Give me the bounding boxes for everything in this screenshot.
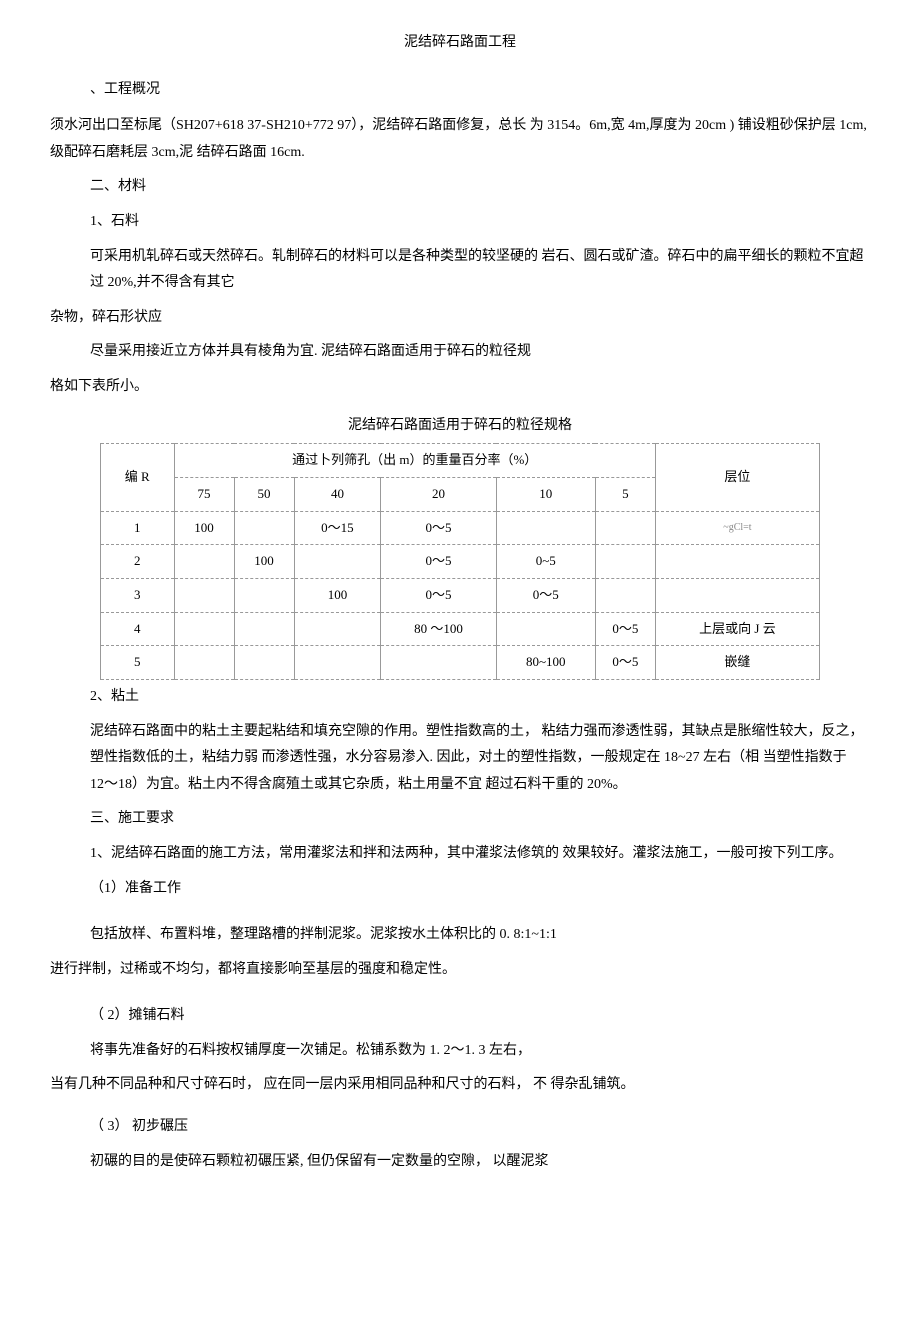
section-3-sub3-p1: 初碾的目的是使碎石颗粒初碾压紧, 但仍保留有一定数量的空隙， 以醒泥浆	[90, 1149, 870, 1176]
table-cell	[234, 612, 294, 646]
table-cell: 0〜5	[595, 612, 655, 646]
section-3-p1: 1、泥结碎石路面的施工方法，常用灌浆法和拌和法两种，其中灌浆法修筑的 效果较好。…	[90, 841, 870, 868]
table-cell	[496, 511, 595, 545]
table-cell	[174, 545, 234, 579]
table-cell: 100	[294, 578, 381, 612]
table-cell: 100	[234, 545, 294, 579]
table-header-span: 通过卜列筛孔（出 m）的重量百分率（%）	[174, 444, 655, 478]
table-size-75: 75	[174, 477, 234, 511]
table-cell	[234, 511, 294, 545]
table-cell: 5	[101, 646, 175, 680]
table-cell: 0~5	[496, 545, 595, 579]
table-cell	[595, 545, 655, 579]
section-2-sub2: 2、粘土	[90, 684, 870, 711]
table-cell: 80 〜100	[381, 612, 496, 646]
table-cell	[496, 612, 595, 646]
section-1-heading: 、工程概况	[90, 77, 870, 104]
table-cell: 上层或向 J 云	[655, 612, 819, 646]
table-cell: ~gCl=t	[655, 511, 819, 545]
section-2-p2: 杂物，碎石形状应	[50, 305, 870, 332]
section-3-sub2-p2: 当有几种不同品种和尺寸碎石时， 应在同一层内采用相同品种和尺寸的石料， 不 得杂…	[50, 1072, 870, 1099]
table-cell	[174, 612, 234, 646]
section-2-p3: 尽量采用接近立方体并具有棱角为宜. 泥结碎石路面适用于碎石的粒径规	[90, 339, 870, 366]
section-2-sub2-p1: 泥结碎石路面中的粘土主要起粘结和填充空隙的作用。塑性指数高的土， 粘结力强而渗透…	[90, 719, 870, 799]
table-size-20: 20	[381, 477, 496, 511]
table-size-10: 10	[496, 477, 595, 511]
section-3-sub1: （1）准备工作	[90, 876, 870, 903]
table-size-40: 40	[294, 477, 381, 511]
section-2-p4: 格如下表所小。	[50, 374, 870, 401]
table-header-layer: 层位	[655, 444, 819, 511]
table-header-col1: 编 R	[101, 444, 175, 511]
table-cell: 100	[174, 511, 234, 545]
table-size-50: 50	[234, 477, 294, 511]
section-2-heading: 二、材料	[90, 174, 870, 201]
section-1-paragraph: 须水河出口至标尾（SH207+618 37-SH210+772 97），泥结碎石…	[50, 113, 870, 166]
section-3-sub1-p1: 包括放样、布置料堆，整理路槽的拌制泥浆。泥浆按水土体积比的 0. 8:1~1:1	[90, 922, 870, 949]
table-cell: 2	[101, 545, 175, 579]
table-cell	[174, 646, 234, 680]
table-cell: 0〜5	[595, 646, 655, 680]
table-cell: 3	[101, 578, 175, 612]
table-row: 5 80~100 0〜5 嵌缝	[101, 646, 820, 680]
gradation-table: 编 R 通过卜列筛孔（出 m）的重量百分率（%） 层位 75 50 40 20 …	[100, 443, 820, 680]
table-row: 4 80 〜100 0〜5 上层或向 J 云	[101, 612, 820, 646]
table-cell	[294, 646, 381, 680]
section-3-sub2: （ 2）摊铺石料	[90, 1003, 870, 1030]
section-2-sub1: 1、石料	[90, 209, 870, 236]
table-cell: 0〜5	[381, 511, 496, 545]
table-caption: 泥结碎石路面适用于碎石的粒径规格	[50, 413, 870, 440]
table-cell	[294, 545, 381, 579]
table-cell: 0〜5	[496, 578, 595, 612]
table-cell: 0〜5	[381, 545, 496, 579]
table-cell	[655, 545, 819, 579]
table-cell	[174, 578, 234, 612]
table-cell	[595, 578, 655, 612]
table-row: 2 100 0〜5 0~5	[101, 545, 820, 579]
section-3-sub3: （ 3） 初步碾压	[90, 1114, 870, 1141]
table-cell	[381, 646, 496, 680]
document-title: 泥结碎石路面工程	[50, 30, 870, 57]
table-cell	[294, 612, 381, 646]
section-3-heading: 三、施工要求	[90, 806, 870, 833]
table-row: 3 100 0〜5 0〜5	[101, 578, 820, 612]
table-cell	[655, 578, 819, 612]
table-cell: 80~100	[496, 646, 595, 680]
table-size-5: 5	[595, 477, 655, 511]
table-cell	[595, 511, 655, 545]
table-cell: 0〜15	[294, 511, 381, 545]
table-cell: 4	[101, 612, 175, 646]
table-cell	[234, 578, 294, 612]
table-cell: 1	[101, 511, 175, 545]
table-cell	[234, 646, 294, 680]
table-cell: 嵌缝	[655, 646, 819, 680]
section-3-sub1-p2: 进行拌制，过稀或不均匀，都将直接影响至基层的强度和稳定性。	[50, 957, 870, 984]
table-row: 1 100 0〜15 0〜5 ~gCl=t	[101, 511, 820, 545]
section-3-sub2-p1: 将事先准备好的石料按权铺厚度一次铺足。松铺系数为 1. 2〜1. 3 左右，	[90, 1038, 870, 1065]
table-cell: 0〜5	[381, 578, 496, 612]
section-2-p1: 可采用机轧碎石或天然碎石。轧制碎石的材料可以是各种类型的较坚硬的 岩石、圆石或矿…	[90, 244, 870, 297]
